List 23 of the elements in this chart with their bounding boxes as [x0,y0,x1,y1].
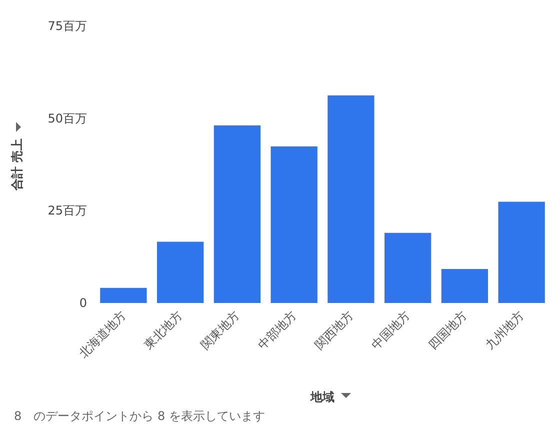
x-tick-label: 関東地方 [198,308,242,352]
bar [498,202,545,303]
bar [328,95,374,303]
bar [384,232,432,303]
x-tick-label: 東北地方 [141,308,186,352]
y-tick-label: 50百万 [48,111,87,126]
x-tick-label: 四国地方 [426,308,470,352]
y-tick-label: 75百万 [48,19,87,33]
bar [441,269,488,303]
x-axis-title: 地域 [310,390,334,404]
y-axis-title: 合計 売上 [10,138,24,192]
y-tick-label: 0 [79,296,87,310]
y-tick-label: 25百万 [48,204,87,218]
bar [214,125,261,303]
x-tick-label: 中部地方 [255,308,300,352]
x-tick-label: 北海道地方 [76,308,128,360]
x-tick-label: 関西地方 [312,308,356,352]
bar [270,146,318,303]
bar [156,242,204,303]
bar [100,288,147,303]
x-tick-label: 九州地方 [482,308,527,352]
text: 8 のデータポイントから 8 を表示しています [14,409,265,423]
x-tick-label: 中国地方 [368,308,413,352]
